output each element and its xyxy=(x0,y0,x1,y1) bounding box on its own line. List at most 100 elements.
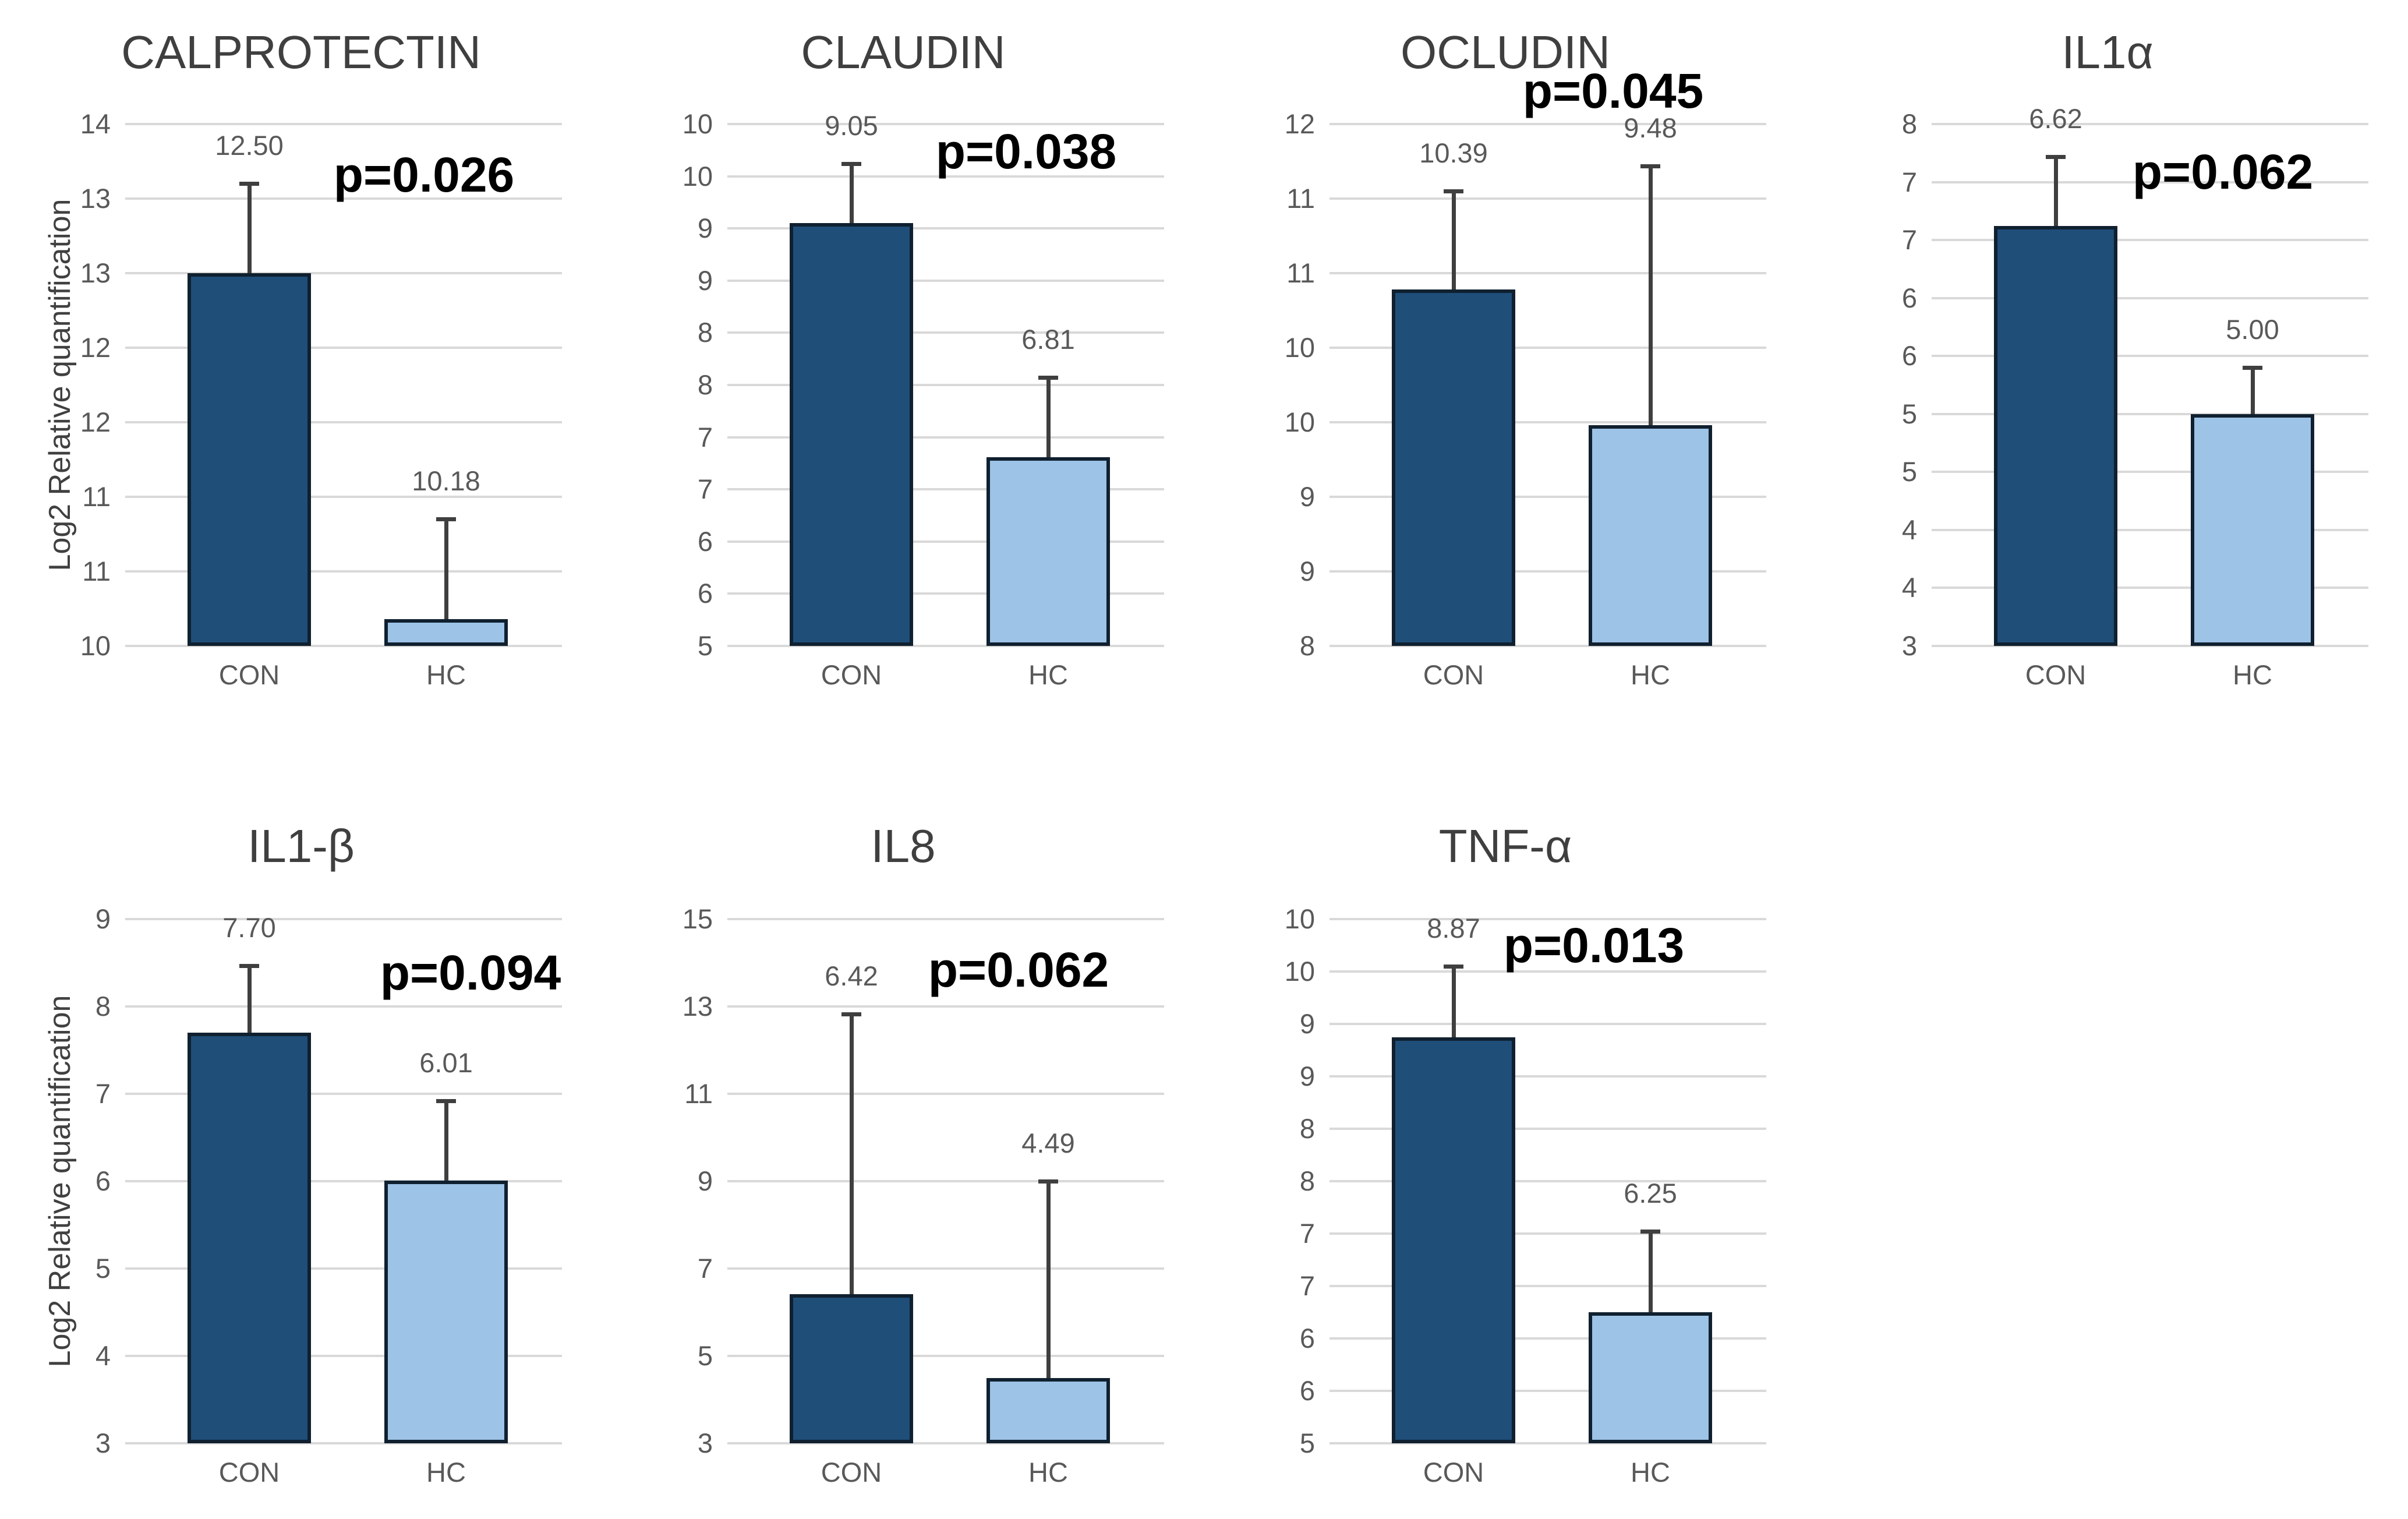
y-tick-label: 10 xyxy=(1284,956,1315,987)
bar-value-label: 12.50 xyxy=(215,130,284,161)
gridline xyxy=(1329,496,1766,498)
y-tick-label: 7 xyxy=(697,1253,713,1284)
error-bar-line xyxy=(2054,156,2058,227)
gridline xyxy=(727,1093,1164,1095)
gridline xyxy=(125,1442,562,1444)
gridline xyxy=(727,1355,1164,1357)
bar-con xyxy=(188,1033,311,1443)
category-label-con: CON xyxy=(218,1457,280,1488)
gridline xyxy=(125,1005,562,1008)
gridline xyxy=(125,421,562,423)
chart-panel-CLAUDIN: CLAUDIN 5 6 6 7 7 8 8 9 9 10 10 9.05 CON 6.81 HC p=0.038 xyxy=(602,0,1204,757)
y-tick-label: 7 xyxy=(1299,1218,1315,1249)
chart-panel-IL1-β: IL1-β 3 4 5 6 7 8 9 7.70 CON 6.01 HC p=0.094 Log2 Rel… xyxy=(0,757,602,1519)
gridline xyxy=(1329,1180,1766,1182)
bar-hc xyxy=(1589,1312,1712,1443)
y-tick-label: 6 xyxy=(1901,282,1917,313)
bar-value-label: 5.00 xyxy=(2226,314,2279,345)
category-label-con: CON xyxy=(821,659,882,690)
category-label-hc: HC xyxy=(426,659,466,690)
y-tick-label: 11 xyxy=(1286,183,1315,214)
bar-value-label: 9.48 xyxy=(1624,112,1677,143)
error-bar-cap xyxy=(239,963,259,968)
bar-hc xyxy=(986,457,1110,646)
y-tick-label: 13 xyxy=(80,257,111,288)
error-bar-cap xyxy=(1640,1230,1660,1234)
gridline xyxy=(125,1355,562,1357)
error-bar-cap xyxy=(841,1012,861,1016)
y-tick-label: 3 xyxy=(95,1428,111,1458)
error-bar-cap xyxy=(436,1099,456,1103)
gridline xyxy=(727,436,1164,439)
category-label-hc: HC xyxy=(426,1457,466,1488)
gridline xyxy=(727,175,1164,178)
category-label-hc: HC xyxy=(1631,1457,1670,1488)
y-tick-label: 10 xyxy=(1284,903,1315,934)
bar-value-label: 6.42 xyxy=(825,960,878,991)
gridline xyxy=(125,123,562,125)
gridline xyxy=(1329,421,1766,423)
gridline xyxy=(125,496,562,498)
bar-con xyxy=(790,223,913,646)
gridline xyxy=(1329,1023,1766,1025)
y-tick-label: 10 xyxy=(682,108,713,139)
bar-hc xyxy=(384,1180,508,1443)
gridline xyxy=(1932,296,2368,299)
p-value-label: p=0.062 xyxy=(2132,144,2314,199)
gridline xyxy=(125,1180,562,1182)
p-value-label: p=0.038 xyxy=(935,124,1117,179)
y-tick-label: 6 xyxy=(1901,340,1917,372)
chart-title: IL1-β xyxy=(247,820,355,872)
gridline xyxy=(1932,471,2368,474)
gridline xyxy=(1932,181,2368,183)
y-tick-label: 15 xyxy=(682,903,713,934)
gridline xyxy=(1932,412,2368,415)
y-tick-label: 9 xyxy=(1299,556,1315,587)
chart-panel-IL1α: IL1α 3 4 4 5 5 6 6 7 7 8 6.62 CON 5.00 HC p=0.062 xyxy=(1806,0,2408,757)
category-label-con: CON xyxy=(1423,659,1484,690)
gridline xyxy=(1329,570,1766,573)
y-tick-label: 11 xyxy=(1286,257,1315,288)
gridline xyxy=(1329,1337,1766,1340)
error-bar-cap xyxy=(1640,164,1660,168)
bar-con xyxy=(790,1294,913,1443)
bar-value-label: 10.39 xyxy=(1419,137,1488,169)
error-bar-line xyxy=(247,183,252,273)
gridline xyxy=(727,592,1164,595)
gridline xyxy=(727,1005,1164,1008)
p-value-label: p=0.013 xyxy=(1503,918,1685,973)
error-bar-line xyxy=(850,1013,854,1294)
gridline xyxy=(727,488,1164,491)
gridline xyxy=(1329,1442,1766,1444)
y-tick-label: 7 xyxy=(1901,166,1917,197)
p-value-label: p=0.045 xyxy=(1522,63,1704,118)
y-tick-label: 8 xyxy=(697,317,713,348)
gridline xyxy=(727,227,1164,230)
y-tick-label: 9 xyxy=(697,1165,713,1196)
error-bar-cap xyxy=(1444,965,1463,969)
bar-hc xyxy=(1589,425,1712,646)
chart-panel-TNF-α: TNF-α 5 6 6 7 7 8 8 9 9 10 10 8.87 CON 6.25 HC p=0.013 xyxy=(1204,757,1806,1519)
gridline xyxy=(1329,347,1766,349)
y-tick-label: 6 xyxy=(1299,1375,1315,1406)
y-tick-label: 5 xyxy=(1299,1428,1315,1458)
y-tick-label: 6 xyxy=(1299,1323,1315,1354)
y-tick-label: 14 xyxy=(80,108,111,139)
error-bar-line xyxy=(247,965,252,1033)
gridline xyxy=(125,347,562,349)
error-bar-line xyxy=(2251,368,2255,414)
error-bar-line xyxy=(1649,165,1653,426)
bar-value-label: 6.25 xyxy=(1624,1178,1677,1209)
y-tick-label: 9 xyxy=(697,213,713,244)
chart-panel-CALPROTECTIN: CALPROTECTIN 10 11 11 12 12 13 13 14 12.50 CON 10.1… xyxy=(0,0,602,757)
error-bar-line xyxy=(1046,1181,1051,1379)
y-tick-label: 3 xyxy=(1901,630,1917,661)
chart-title: CLAUDIN xyxy=(801,26,1006,78)
gridline xyxy=(727,123,1164,125)
y-tick-label: 3 xyxy=(697,1428,713,1458)
gridline xyxy=(1932,355,2368,358)
y-tick-label: 10 xyxy=(1284,407,1315,437)
gridline xyxy=(1329,123,1766,125)
gridline xyxy=(1329,272,1766,274)
gridline xyxy=(727,1267,1164,1270)
